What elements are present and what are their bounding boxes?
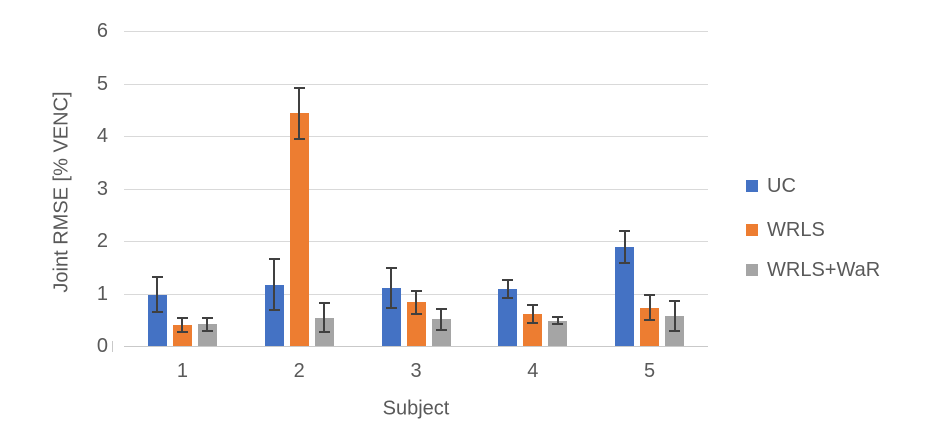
y-tick-label: 5 — [96, 72, 108, 95]
error-bar-wrls-war-subject-2 — [323, 303, 326, 332]
y-tick-label: 4 — [96, 125, 108, 147]
legend-item-uc: UC — [746, 176, 796, 196]
x-tick-label: 2 — [293, 360, 305, 382]
error-bar-cap-bottom — [669, 329, 681, 332]
bar-uc-subject-3 — [381, 288, 401, 346]
gridline — [124, 188, 708, 190]
error-bar-cap-top — [318, 302, 330, 305]
legend-label-wrls-war: WRLS+WaR — [767, 259, 881, 281]
legend-item-wrls-war: WRLS+WaR — [746, 260, 880, 280]
error-bar-wrls-subject-1 — [181, 318, 184, 332]
gridline — [124, 31, 708, 32]
error-bar-cap-bottom — [527, 321, 539, 324]
x-axis-title: Subject — [382, 397, 450, 420]
gridline — [124, 136, 708, 137]
error-bar-wrls-war-subject-3 — [440, 308, 442, 330]
bar-uc-subject-5 — [615, 246, 635, 346]
error-bar-cap-bottom — [268, 309, 280, 312]
bar-uc-subject-2 — [264, 284, 284, 346]
bar-wrls-subject-1 — [172, 325, 192, 346]
error-bar-cap-top — [669, 300, 681, 303]
error-bar-cap-bottom — [552, 323, 564, 326]
error-bar-cap-top — [385, 267, 397, 270]
error-bar-uc-subject-5 — [623, 231, 626, 263]
legend-swatch-wrls-war — [746, 264, 758, 276]
legend-swatch-wrls — [746, 224, 758, 236]
error-bar-cap-top — [201, 317, 213, 320]
legend-label-wrls: WRLS — [767, 219, 825, 241]
error-bar-cap-bottom — [502, 297, 514, 300]
error-bar-cap-bottom — [293, 138, 305, 141]
gridline — [124, 83, 708, 85]
error-bar-cap-bottom — [385, 307, 397, 310]
error-bar-cap-top — [552, 316, 564, 319]
error-bar-cap-bottom — [151, 310, 163, 313]
legend-swatch-uc — [746, 180, 758, 192]
bar-wrls-war-subject-4 — [548, 320, 568, 346]
error-bar-cap-top — [502, 279, 514, 282]
error-bar-uc-subject-2 — [273, 258, 276, 311]
x-tick-label: 1 — [176, 360, 188, 382]
error-bar-wrls-subject-5 — [648, 295, 651, 321]
legend-label-uc: UC — [767, 175, 796, 197]
bar-wrls-war-subject-3 — [431, 319, 451, 346]
error-bar-cap-top — [619, 230, 631, 233]
error-bar-cap-top — [527, 304, 539, 307]
error-bar-cap-bottom — [644, 319, 656, 322]
error-bar-cap-bottom — [410, 312, 422, 315]
error-bar-cap-bottom — [176, 330, 188, 333]
y-tick-label: 2 — [96, 230, 108, 252]
y-tick-label: 1 — [96, 282, 108, 305]
error-bar-cap-top — [151, 276, 163, 279]
error-bar-cap-top — [644, 294, 656, 297]
bar-uc-subject-1 — [147, 294, 167, 346]
y-tick-label: 6 — [96, 20, 108, 42]
x-axis-line — [124, 346, 708, 347]
error-bar-wrls-subject-4 — [531, 305, 534, 323]
error-bar-cap-top — [435, 307, 447, 310]
gridline — [124, 241, 708, 242]
error-bar-wrls-war-subject-4 — [556, 317, 559, 325]
x-tick-label: 4 — [527, 360, 539, 382]
error-bar-uc-subject-4 — [506, 280, 509, 299]
error-bar-cap-top — [268, 257, 280, 260]
error-bar-wrls-subject-3 — [415, 290, 417, 314]
y-tick-label: 0 — [96, 335, 108, 357]
error-bar-wrls-war-subject-1 — [206, 318, 209, 331]
error-bar-cap-top — [176, 317, 188, 320]
error-bar-uc-subject-3 — [390, 268, 392, 309]
legend-item-wrls: WRLS — [746, 220, 825, 240]
error-bar-cap-bottom — [619, 261, 631, 264]
error-bar-wrls-subject-2 — [298, 87, 301, 140]
error-bar-cap-bottom — [435, 328, 447, 331]
x-tick-label: 5 — [644, 360, 656, 382]
error-bar-cap-bottom — [201, 329, 213, 332]
y-axis-title: Joint RMSE [% VENC] — [50, 91, 73, 293]
bar-uc-subject-4 — [498, 289, 518, 346]
error-bar-wrls-war-subject-5 — [673, 301, 676, 331]
error-bar-cap-top — [410, 289, 422, 292]
error-bar-cap-top — [293, 86, 305, 89]
y-axis-origin-tick — [112, 341, 113, 352]
error-bar-uc-subject-1 — [156, 277, 159, 312]
bar-wrls-subject-2 — [289, 113, 309, 346]
bar-wrls-subject-5 — [640, 307, 660, 346]
error-bar-cap-bottom — [318, 330, 330, 333]
x-tick-label: 3 — [410, 360, 422, 382]
y-tick-label: 3 — [96, 177, 108, 200]
